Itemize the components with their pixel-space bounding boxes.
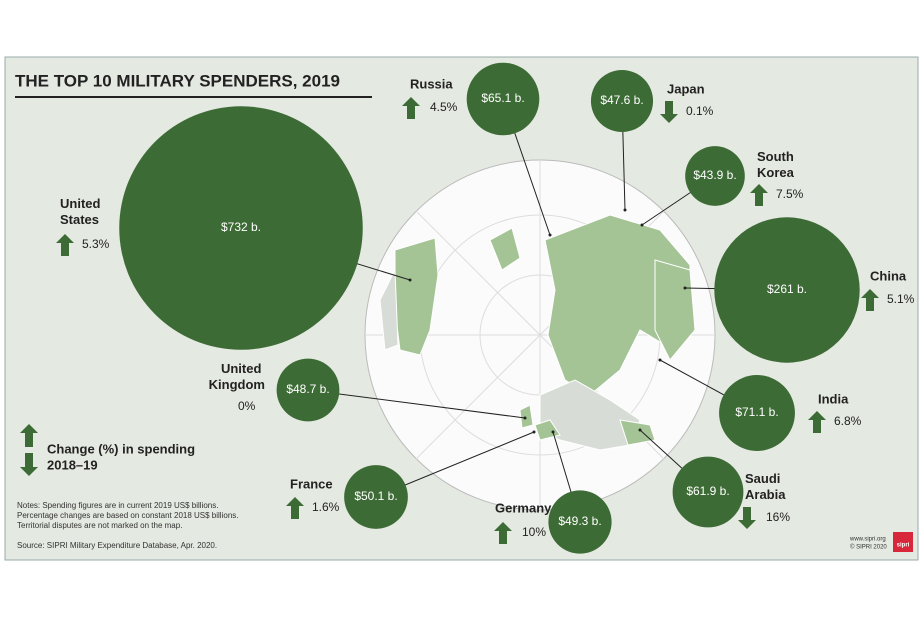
change-label: 4.5% <box>430 100 458 114</box>
dot <box>658 358 662 362</box>
dot <box>532 430 536 434</box>
down-arrow <box>738 507 756 529</box>
value-label: $71.1 b. <box>735 405 778 419</box>
country-name: United States <box>60 196 104 227</box>
bubble <box>344 465 408 529</box>
value-label: $43.9 b. <box>693 168 736 182</box>
value-label: $732 b. <box>221 220 261 234</box>
credit: © SIPRI 2020 <box>850 544 887 551</box>
up-arrow <box>808 411 826 433</box>
bubble <box>672 456 744 528</box>
up-arrow <box>402 97 420 119</box>
dot <box>638 428 642 432</box>
legend-down-arrow <box>20 453 38 476</box>
value-label: $48.7 b. <box>286 382 329 396</box>
source: Source: SIPRI Military Expenditure Datab… <box>17 541 217 550</box>
bubble <box>276 358 340 422</box>
change-label: 1.6% <box>312 500 340 514</box>
bubble <box>685 146 745 206</box>
country-name: Saudi Arabia <box>745 471 786 502</box>
country-name: Russia <box>410 76 453 91</box>
dot <box>408 278 412 282</box>
bubble <box>590 69 654 133</box>
change-label: 16% <box>766 510 790 524</box>
dot <box>523 416 527 420</box>
change-label: 7.5% <box>776 187 804 201</box>
up-arrow <box>494 522 512 544</box>
legend-text: 2018–19 <box>47 457 98 472</box>
country-name: South Korea <box>757 149 797 180</box>
country-name: Germany <box>495 500 552 515</box>
legend-up-arrow <box>20 424 38 447</box>
note: Notes: Spending figures are in current 2… <box>17 501 218 510</box>
bubble <box>119 106 363 350</box>
logo-box <box>893 532 913 552</box>
up-arrow <box>750 184 768 206</box>
value-label: $61.9 b. <box>686 484 729 498</box>
legend-text: Change (%) in spending <box>47 441 195 456</box>
dot <box>623 208 627 212</box>
dot <box>551 430 555 434</box>
change-label: 5.3% <box>82 237 110 251</box>
credit: www.sipri.org <box>849 537 886 543</box>
change-label: 6.8% <box>834 414 862 428</box>
up-arrow <box>286 497 304 519</box>
bubble <box>466 62 540 136</box>
up-arrow <box>56 234 74 256</box>
dot <box>548 233 552 237</box>
dot <box>640 223 644 227</box>
country-name: France <box>290 476 333 491</box>
country-name: Japan <box>667 81 705 96</box>
note: Territorial disputes are not marked on t… <box>17 521 182 530</box>
logo: sipri <box>897 543 910 549</box>
down-arrow <box>660 101 678 123</box>
change-label: 10% <box>522 525 546 539</box>
note: Percentage changes are based on constant… <box>17 511 238 520</box>
bubble <box>714 217 860 363</box>
bubble <box>719 375 795 451</box>
change-label: 0% <box>238 399 256 413</box>
value-label: $47.6 b. <box>600 93 643 107</box>
chart-title: THE TOP 10 MILITARY SPENDERS, 2019 <box>15 71 340 90</box>
value-label: $65.1 b. <box>481 91 524 105</box>
value-label: $261 b. <box>767 282 807 296</box>
country-name: India <box>818 391 849 406</box>
dot <box>683 286 687 290</box>
up-arrow <box>861 289 879 311</box>
map <box>364 159 716 511</box>
value-label: $50.1 b. <box>354 489 397 503</box>
change-label: 5.1% <box>887 292 915 306</box>
country-name: United Kingdom <box>209 361 265 392</box>
bubble <box>548 490 612 554</box>
connector <box>307 389 526 419</box>
change-label: 0.1% <box>686 104 714 118</box>
value-label: $49.3 b. <box>558 514 601 528</box>
country-name: China <box>870 268 907 283</box>
